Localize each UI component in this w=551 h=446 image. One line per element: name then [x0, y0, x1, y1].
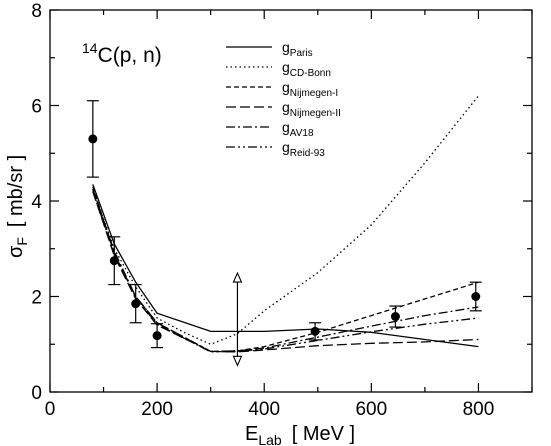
- x-axis-title-sub: Lab: [258, 432, 282, 446]
- y-tick-label: 6: [31, 97, 42, 118]
- legend-entry-name: g: [282, 59, 290, 75]
- x-axis-title-main: E: [245, 423, 258, 445]
- annotation-prefix: 14: [82, 40, 98, 56]
- data-point: [131, 299, 141, 309]
- data-point: [310, 326, 320, 336]
- legend-entry: gReid-93: [282, 139, 325, 159]
- series-line-paris: [92, 184, 479, 348]
- annotation-text: C(p, n): [98, 44, 162, 67]
- range-marker-arrow-up: [232, 271, 243, 283]
- legend-entry-sub: Paris: [290, 48, 313, 59]
- x-tick-label: 400: [248, 399, 280, 420]
- x-axis-title-unit: [ MeV ]: [292, 423, 355, 445]
- range-marker: [232, 271, 243, 367]
- legend-entry-sub: Reid-93: [290, 148, 325, 159]
- x-tick-label: 600: [355, 399, 387, 420]
- series-line-nijmegen-i: [92, 186, 479, 353]
- data-point: [152, 331, 162, 341]
- series-line-av18: [92, 188, 479, 353]
- y-tick-label: 4: [31, 192, 42, 213]
- legend-entry-sub: Nijmegen-II: [290, 108, 341, 119]
- x-tick-label: 200: [141, 399, 173, 420]
- y-tick-label: 2: [31, 288, 42, 309]
- data-point: [471, 292, 481, 301]
- tick-labels: 0 200 400 600 800 0 2 4 6 8: [31, 1, 494, 420]
- axis-ticks: [49, 9, 533, 393]
- legend-entry: gCD-Bonn: [282, 59, 331, 79]
- y-tick-label: 0: [31, 383, 42, 404]
- series-line-reid-93: [92, 191, 479, 353]
- legend-entry-sub: Nijmegen-I: [290, 88, 338, 99]
- legend-entry-sub: CD-Bonn: [290, 68, 331, 79]
- data-point: [88, 134, 98, 144]
- legend-entry: gNijmegen-I: [282, 79, 338, 99]
- legend-entry: gAV18: [282, 119, 314, 139]
- range-marker-arrow-down: [232, 355, 243, 367]
- legend-entry-name: g: [282, 139, 290, 155]
- y-axis-title-sub: F: [14, 237, 30, 246]
- legend-entry-name: g: [282, 119, 290, 135]
- data-point: [109, 256, 119, 266]
- legend-entry: gNijmegen-II: [282, 99, 341, 119]
- y-tick-label: 8: [31, 1, 42, 22]
- legend-entry-name: g: [282, 99, 290, 115]
- data-points: [86, 100, 482, 349]
- x-axis-title: ELab [ MeV ]: [245, 423, 355, 446]
- x-tick-label: 0: [45, 399, 56, 420]
- x-tick-label: 800: [463, 399, 495, 420]
- series-line-cd-bonn: [92, 95, 479, 346]
- series-line-nijmegen-ii: [92, 191, 479, 353]
- reaction-annotation: 14C(p, n): [82, 40, 162, 67]
- legend-entry-name: g: [282, 39, 290, 55]
- legend: gParisgCD-BonngNijmegen-IgNijmegen-IIgAV…: [226, 39, 341, 159]
- legend-entry-sub: AV18: [290, 128, 314, 139]
- legend-entry: gParis: [282, 39, 313, 59]
- data-point: [390, 312, 400, 322]
- legend-entry-name: g: [282, 79, 290, 95]
- y-axis-title: σF [ mb/sr ]: [5, 155, 30, 258]
- y-axis-title-main: σ: [5, 245, 27, 258]
- y-axis-title-unit: [ mb/sr ]: [5, 155, 27, 227]
